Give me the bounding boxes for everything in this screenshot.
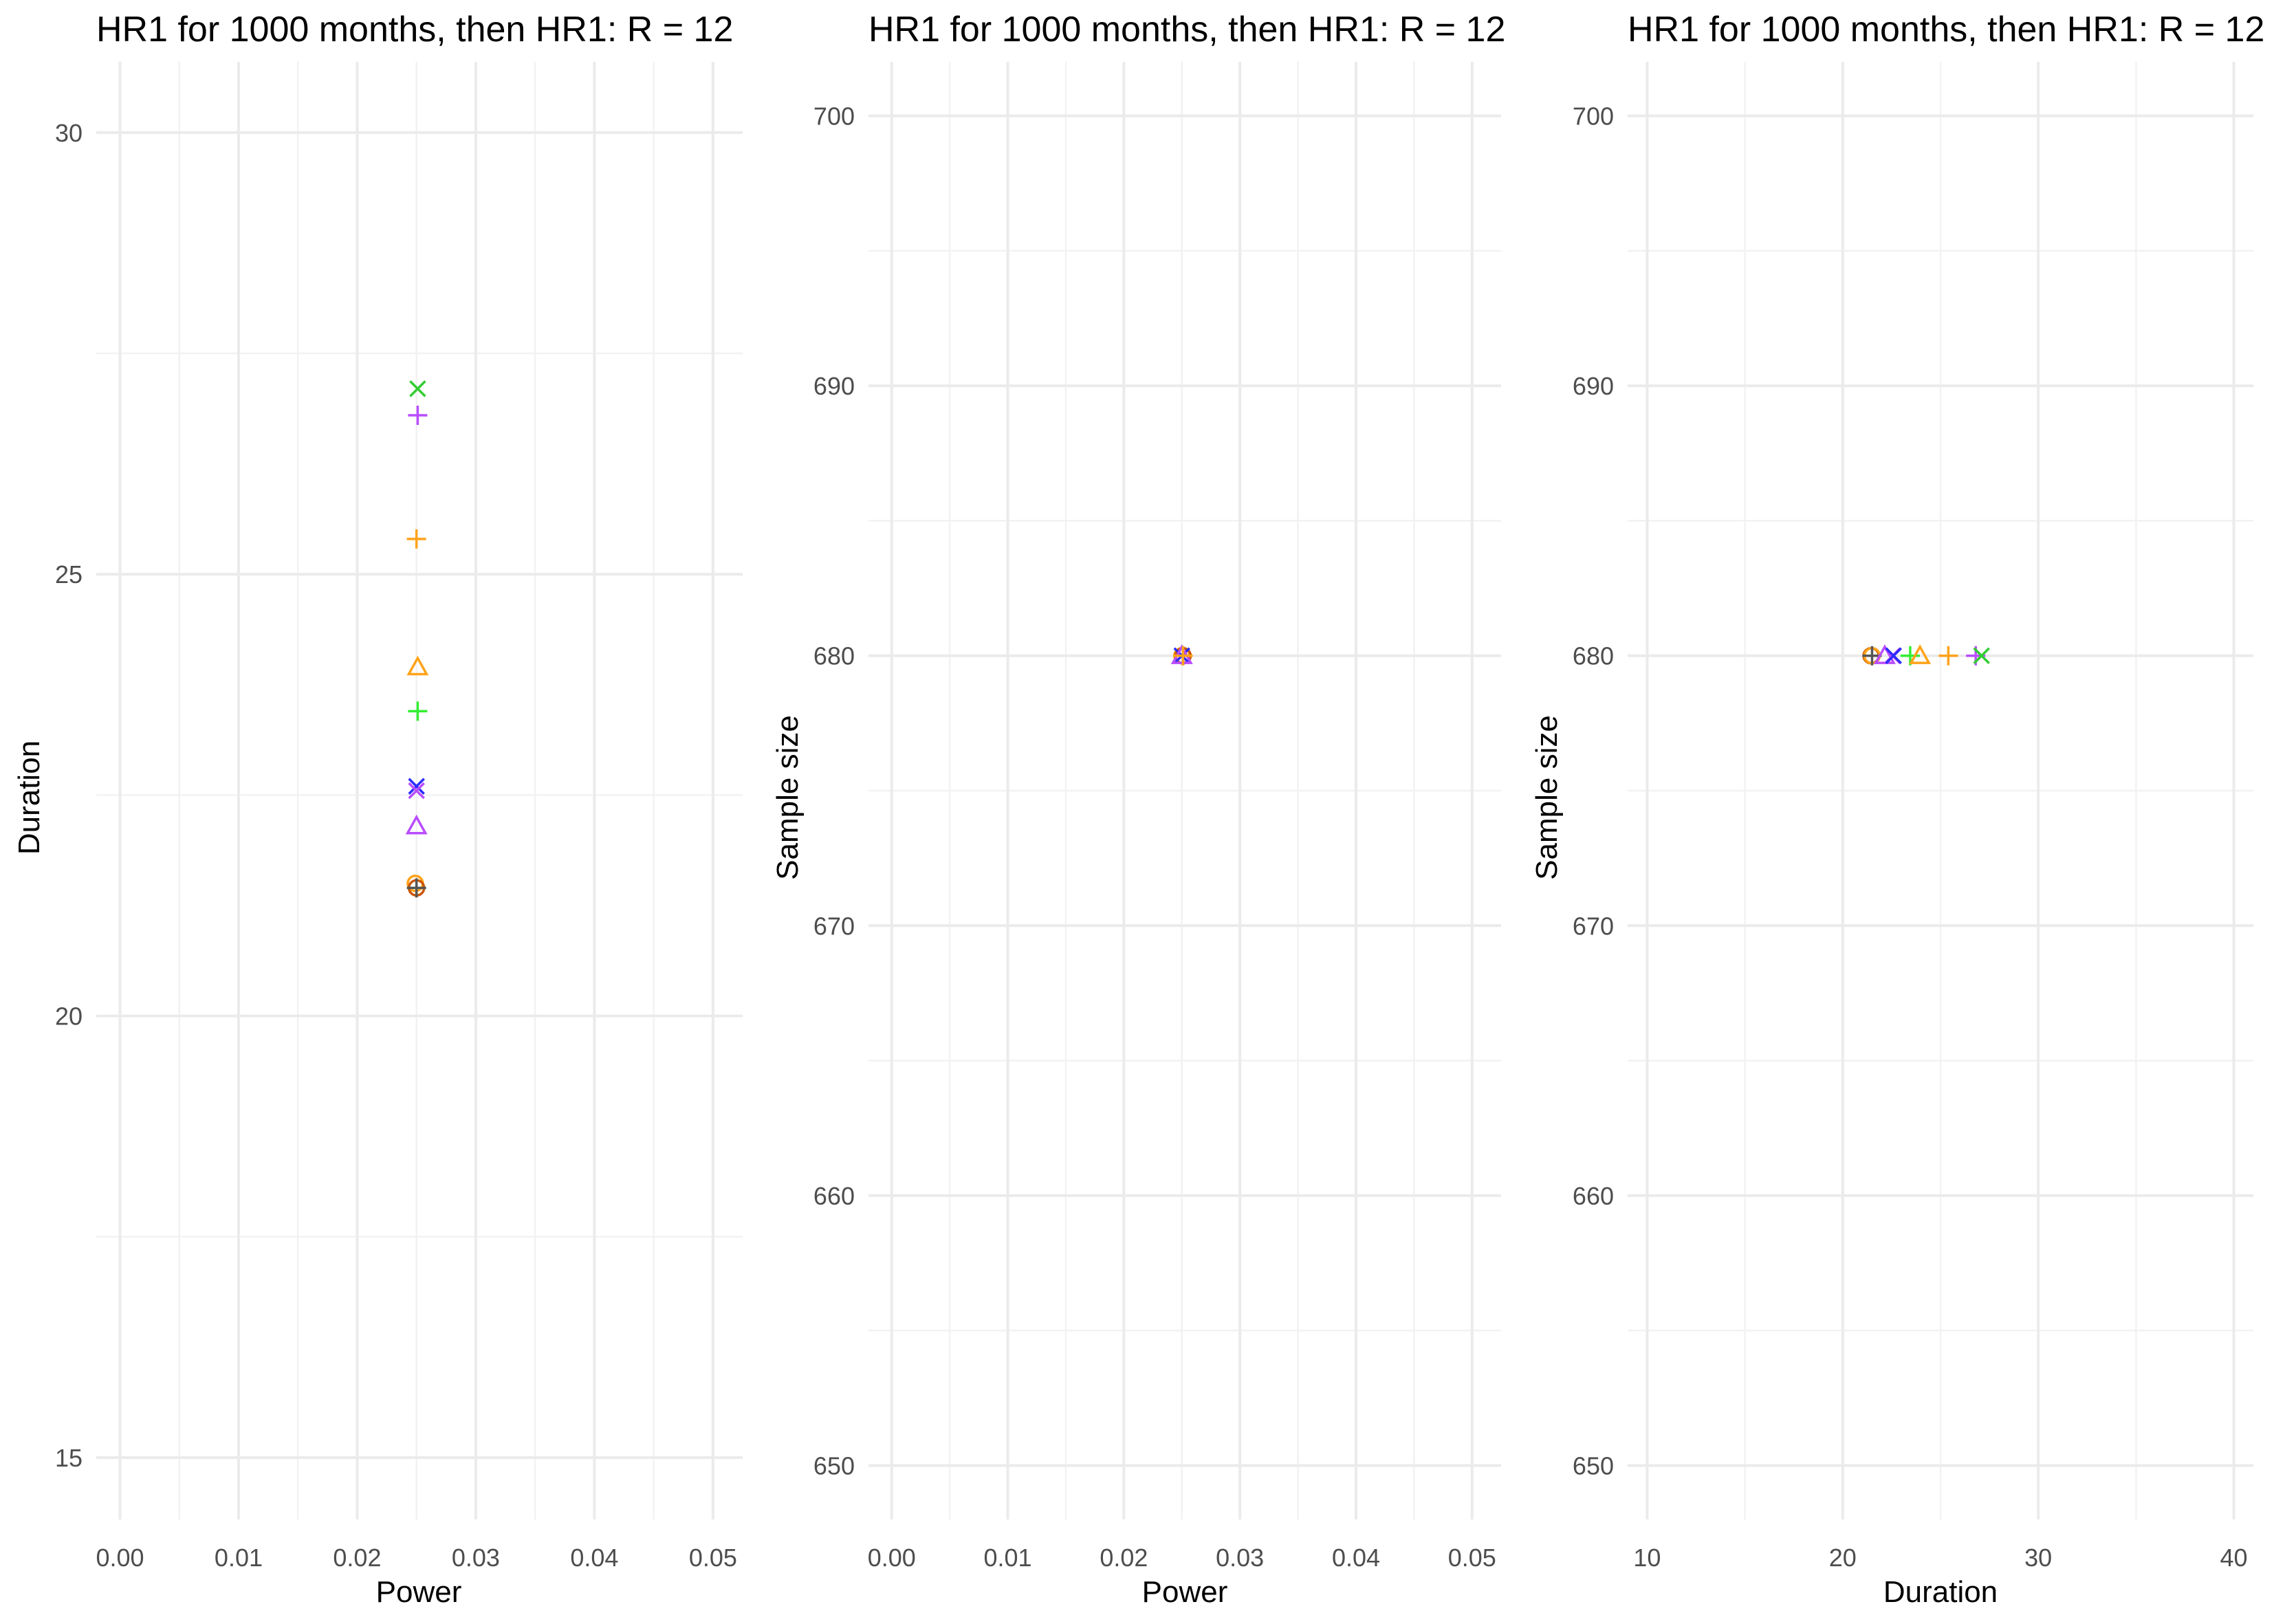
y-tick-label: 670 (1573, 912, 1614, 940)
y-tick-labels: 15 20 25 30 (55, 119, 83, 1472)
y-tick-label: 660 (1573, 1182, 1614, 1210)
data-point-x-marker (409, 380, 426, 397)
x-axis-label: Power (1142, 1575, 1228, 1609)
plot-grid (868, 62, 1501, 1519)
y-tick-label: 25 (55, 560, 83, 589)
y-tick-label: 20 (55, 1002, 83, 1031)
y-tick-label: 690 (1573, 372, 1614, 400)
y-tick-label: 700 (1573, 102, 1614, 131)
y-tick-label: 15 (55, 1444, 83, 1472)
data-point-plus-marker (406, 529, 426, 549)
x-tick-label: 0.03 (452, 1544, 500, 1572)
y-tick-label: 660 (813, 1182, 855, 1210)
y-axis-label: Sample size (1530, 715, 1564, 880)
x-tick-label: 0.04 (570, 1544, 618, 1572)
chart-title: HR1 for 1000 months, then HR1: R = 12 (868, 10, 1505, 50)
x-tick-label: 0.00 (868, 1544, 916, 1572)
x-tick-label: 0.01 (984, 1544, 1032, 1572)
x-tick-labels: 0.00 0.01 0.02 0.03 0.04 0.05 (96, 1544, 736, 1572)
x-tick-label: 0.05 (1448, 1544, 1496, 1572)
x-tick-label: 0.05 (689, 1544, 737, 1572)
y-axis-label: Duration (12, 740, 46, 855)
data-point-triangle-marker (405, 814, 428, 835)
chart-panel-1: HR1 for 1000 months, then HR1: R = 12 0.… (12, 10, 743, 1609)
data-point-triangle-marker (1909, 644, 1932, 664)
x-tick-label: 30 (2024, 1544, 2052, 1572)
data-point-x-marker (408, 778, 425, 795)
y-tick-label: 680 (813, 642, 855, 670)
chart-title: HR1 for 1000 months, then HR1: R = 12 (1628, 10, 2264, 50)
data-point-plus-marker (406, 878, 426, 898)
chart-panel-3: HR1 for 1000 months, then HR1: R = 12 10… (1530, 10, 2264, 1609)
x-axis-label: Power (376, 1575, 462, 1609)
data-point-plus-marker (1938, 646, 1958, 666)
x-tick-label: 0.02 (1100, 1544, 1148, 1572)
y-tick-labels: 650 660 670 680 690 700 (1573, 102, 1614, 1480)
scatter-points (1862, 644, 1990, 666)
chart-panel-2: HR1 for 1000 months, then HR1: R = 12 0.… (771, 10, 1505, 1609)
data-point-x-marker (408, 782, 425, 800)
x-tick-label: 0.02 (333, 1544, 381, 1572)
data-point-x-marker (1973, 647, 1990, 664)
y-tick-label: 650 (813, 1451, 855, 1480)
x-tick-label: 0.03 (1216, 1544, 1264, 1572)
data-point-plus-marker (408, 405, 428, 425)
y-tick-label: 700 (813, 102, 855, 131)
x-tick-label: 20 (1829, 1544, 1857, 1572)
x-tick-label: 10 (1633, 1544, 1661, 1572)
x-tick-labels: 0.00 0.01 0.02 0.03 0.04 0.05 (868, 1544, 1496, 1572)
data-point-plus-marker (1173, 646, 1193, 666)
y-tick-label: 690 (813, 372, 855, 400)
y-tick-label: 30 (55, 119, 83, 147)
chart-title: HR1 for 1000 months, then HR1: R = 12 (96, 10, 733, 50)
y-tick-label: 680 (1573, 642, 1614, 670)
scatter-points (1170, 644, 1193, 666)
x-axis-label: Duration (1883, 1575, 1998, 1609)
data-point-plus-marker (408, 701, 428, 721)
y-tick-label: 670 (813, 912, 855, 940)
x-tick-label: 0.01 (215, 1544, 263, 1572)
data-point-triangle-marker (406, 655, 429, 676)
y-tick-labels: 650 660 670 680 690 700 (813, 102, 855, 1480)
x-tick-label: 40 (2220, 1544, 2248, 1572)
x-tick-label: 0.00 (96, 1544, 144, 1572)
x-tick-labels: 10 20 30 40 (1633, 1544, 2247, 1572)
x-tick-label: 0.04 (1332, 1544, 1380, 1572)
y-axis-label: Sample size (771, 715, 805, 880)
y-tick-label: 650 (1573, 1451, 1614, 1480)
data-point-x-marker (1885, 647, 1902, 664)
scatter-points (405, 380, 429, 898)
